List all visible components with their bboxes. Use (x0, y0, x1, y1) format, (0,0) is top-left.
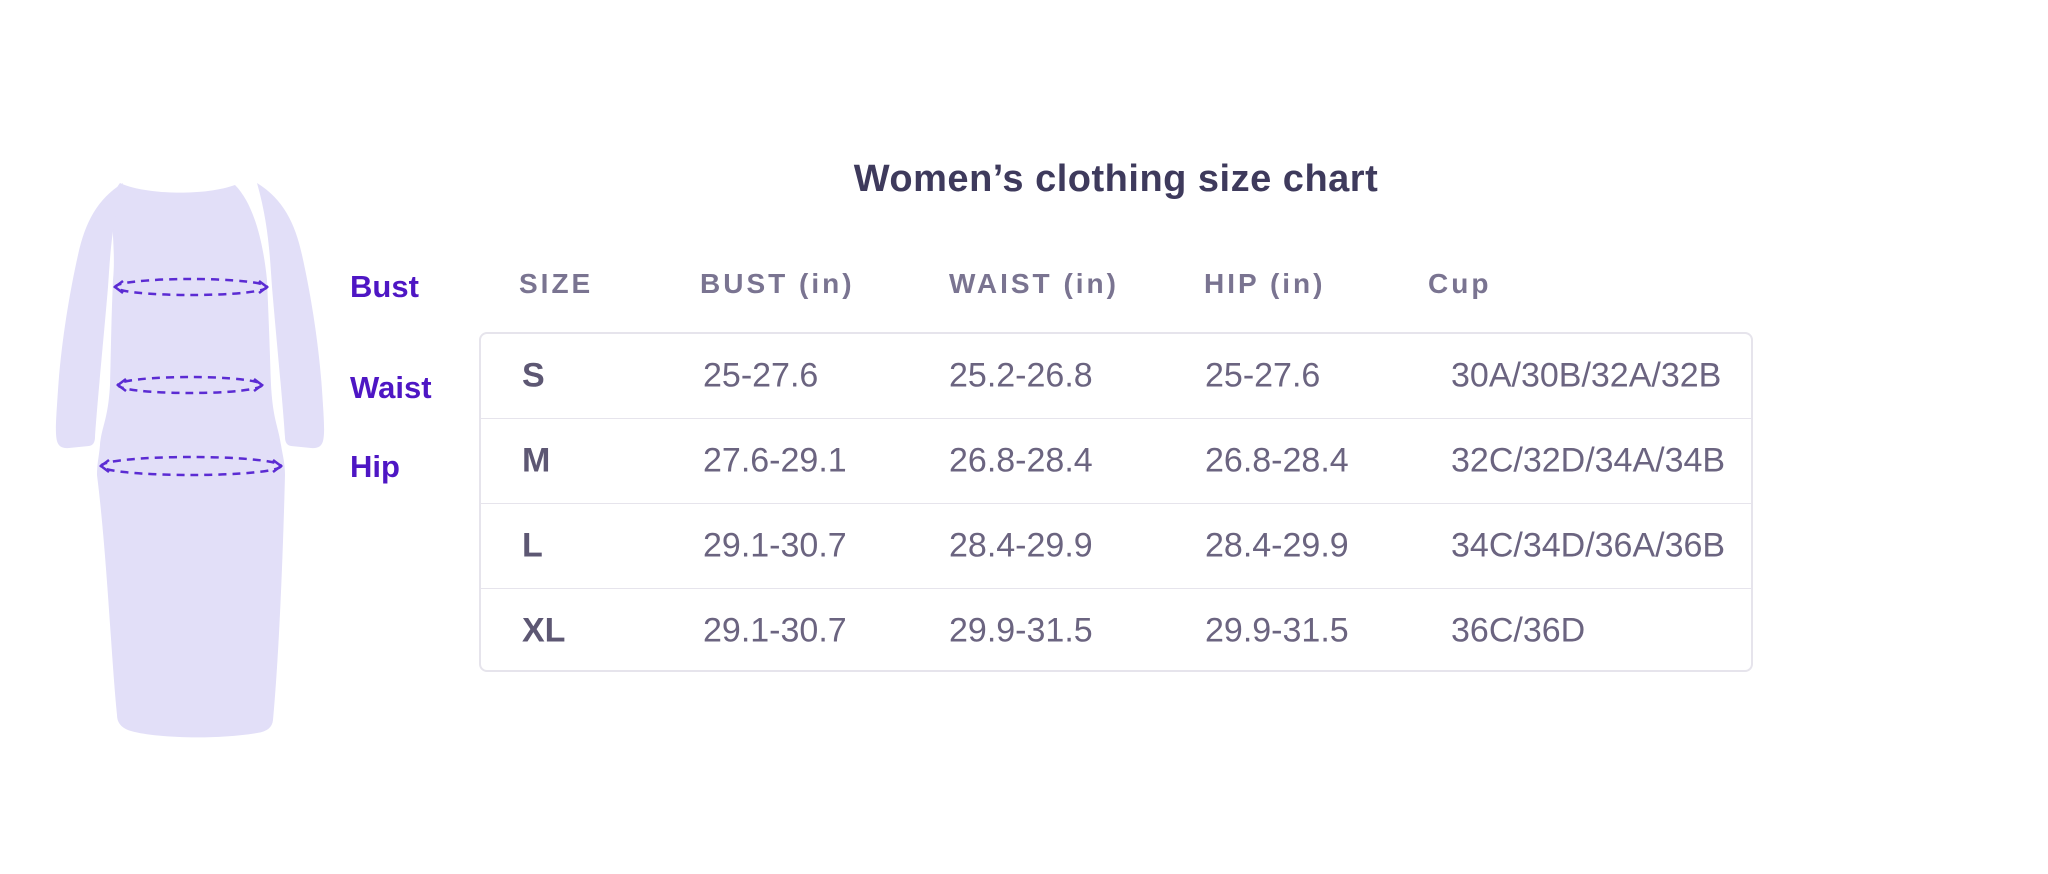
bust-cell: 29.1-30.7 (703, 611, 847, 650)
waist-cell: 26.8-28.4 (949, 441, 1093, 480)
hip-cell: 28.4-29.9 (1205, 526, 1349, 565)
cup-cell: 34C/34D/36A/36B (1451, 526, 1726, 565)
cup-cell: 30A/30B/32A/32B (1451, 356, 1722, 395)
table-header: SIZE BUST (in) WAIST (in) HIP (in) Cup (479, 268, 1753, 312)
column-header-hip: HIP (in) (1204, 268, 1326, 299)
waist-measure-line (115, 375, 265, 395)
bust-cell: 25-27.6 (703, 356, 819, 395)
size-table: S 25-27.6 25.2-26.8 25-27.6 30A/30B/32A/… (479, 332, 1753, 672)
column-header-waist: WAIST (in) (949, 268, 1119, 299)
hip-cell: 25-27.6 (1205, 356, 1321, 395)
table-row: XL 29.1-30.7 29.9-31.5 29.9-31.5 36C/36D (481, 589, 1751, 673)
bust-cell: 29.1-30.7 (703, 526, 847, 565)
dress-body (97, 183, 285, 738)
page-title: Women’s clothing size chart (853, 158, 1379, 200)
hip-measure-line (98, 455, 284, 477)
dress-left-sleeve (55, 183, 123, 449)
column-header-bust: BUST (in) (700, 268, 855, 299)
table-row: M 27.6-29.1 26.8-28.4 26.8-28.4 32C/32D/… (481, 419, 1751, 504)
waist-cell: 25.2-26.8 (949, 356, 1093, 395)
cup-cell: 36C/36D (1451, 611, 1586, 650)
cup-cell: 32C/32D/34A/34B (1451, 441, 1726, 480)
hip-cell: 29.9-31.5 (1205, 611, 1349, 650)
dress-illustration (55, 183, 325, 738)
bust-measure-line (112, 277, 270, 297)
waist-cell: 28.4-29.9 (949, 526, 1093, 565)
waist-cell: 29.9-31.5 (949, 611, 1093, 650)
bust-cell: 27.6-29.1 (703, 441, 847, 480)
dress-right-sleeve (257, 183, 325, 449)
waist-label: Waist (350, 370, 432, 405)
table-row: L 29.1-30.7 28.4-29.9 28.4-29.9 34C/34D/… (481, 504, 1751, 589)
size-cell: S (522, 356, 545, 395)
column-header-cup: Cup (1428, 268, 1492, 299)
hip-label: Hip (350, 449, 400, 484)
hip-cell: 26.8-28.4 (1205, 441, 1349, 480)
bust-label: Bust (350, 269, 419, 304)
size-cell: XL (522, 611, 566, 650)
table-row: S 25-27.6 25.2-26.8 25-27.6 30A/30B/32A/… (481, 334, 1751, 419)
size-cell: L (522, 526, 543, 565)
size-cell: M (522, 441, 551, 480)
column-header-size: SIZE (519, 268, 594, 299)
